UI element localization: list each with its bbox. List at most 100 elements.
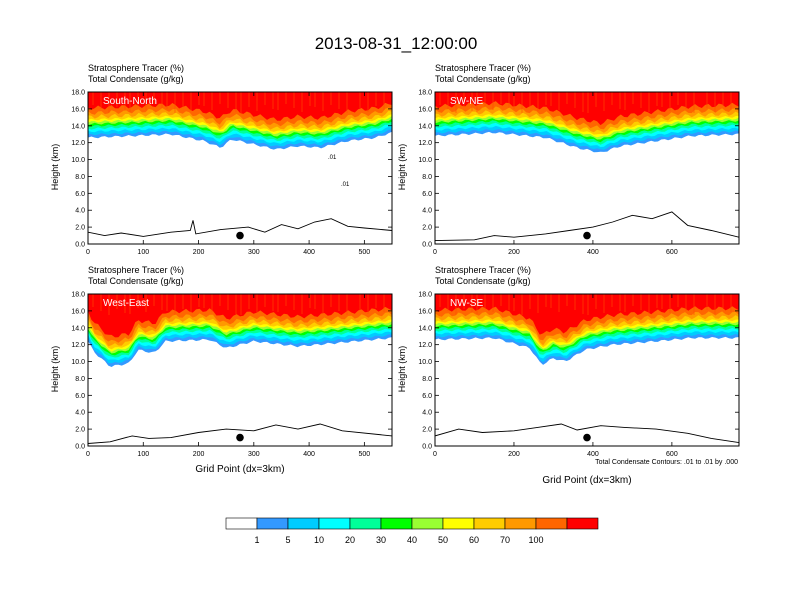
plot-area: 0.0 2.0 4.0 6.0 8.0 10.0 12.0 14.0 16.0 18.0 0 200 4… [418,90,740,256]
panel-header-line1: Stratosphere Tracer (%) [435,63,531,73]
colorbar-cell [442,517,475,530]
y-axis-label: Height (km) [50,346,60,393]
y-tick-label: 12.0 [71,140,85,147]
colorbar: 1 5 10 20 30 40 50 60 70 100 [225,517,599,545]
y-tick-label: 10.0 [418,359,432,366]
panel-nw-se: Stratosphere Tracer (%) Total Condensate… [397,265,740,486]
x-tick-label: 0 [433,451,437,458]
y-tick-label: 6.0 [75,393,85,400]
y-tick-label: 0.0 [422,242,432,249]
terrain-line [88,218,392,237]
x-tick-label: 500 [359,451,371,458]
x-tick-label: 600 [666,451,678,458]
terrain-line [435,211,739,242]
colorbar-label: 10 [314,535,324,545]
y-tick-label: 0.0 [75,242,85,249]
panel-label: South-North [103,96,157,107]
y-tick-label: 14.0 [71,325,85,332]
y-tick-label: 12.0 [71,342,85,349]
y-axis-label: Height (km) [50,144,60,191]
y-axis-label: Height (km) [397,144,407,191]
tracer-field [435,294,739,444]
panel-header-line1: Stratosphere Tracer (%) [88,265,184,275]
y-tick-label: 4.0 [75,208,85,215]
plot-frame [87,91,393,245]
y-tick-label: 10.0 [71,359,85,366]
y-tick-label: 4.0 [422,410,432,417]
colorbar-label: 100 [528,535,543,545]
y-tick-label: 14.0 [418,325,432,332]
colorbar-cell [411,517,444,530]
terrain-line [88,423,392,444]
y-tick-label: 6.0 [75,191,85,198]
location-marker [583,433,591,442]
y-tick-label: 16.0 [418,106,432,113]
colorbar-cell [287,517,320,530]
panel-header-line1: Stratosphere Tracer (%) [435,265,531,275]
tracer-band-11 [435,92,739,126]
y-tick-label: 8.0 [422,376,432,383]
colorbar-label: 50 [438,535,448,545]
plot-area: 0.0 2.0 4.0 6.0 8.0 10.0 12.0 14.0 16.0 18.0 0 100 2… [71,292,393,458]
y-tick-label: 8.0 [75,174,85,181]
plot-frame [87,293,393,447]
colorbar-cell [473,517,506,530]
y-tick-label: 2.0 [75,225,85,232]
colorbar-label: 5 [285,535,290,545]
panel-label: SW-NE [450,96,483,107]
y-tick-label: 2.0 [422,427,432,434]
y-tick-label: 16.0 [71,106,85,113]
contour-note: Total Condensate Contours: .01 to .01 by… [595,459,738,466]
location-marker [583,231,591,240]
plot-frame [434,91,740,245]
y-tick-label: 16.0 [418,308,432,315]
y-tick-label: 16.0 [71,308,85,315]
x-axis-label: Grid Point (dx=3km) [542,475,631,486]
plot-area: 0.0 2.0 4.0 6.0 8.0 10.0 12.0 14.0 16.0 18.0 0 200 4… [418,292,740,458]
colorbar-label: 40 [407,535,417,545]
y-tick-label: 18.0 [418,90,432,97]
tracer-band-11 [435,294,739,335]
y-tick-label: 0.0 [75,444,85,451]
colorbar-cell [256,517,289,530]
y-tick-label: 4.0 [75,410,85,417]
panel-header-line2: Total Condensate (g/kg) [435,276,531,286]
y-tick-label: 0.0 [422,444,432,451]
x-tick-label: 200 [508,451,520,458]
plot-area: 0.0 2.0 4.0 6.0 8.0 10.0 12.0 14.0 16.0 18.0 0 100 2… [71,90,393,256]
y-tick-label: 14.0 [71,123,85,130]
colorbar-label: 20 [345,535,355,545]
location-marker [236,433,244,442]
y-axis-label: Height (km) [397,346,407,393]
colorbar-cell [349,517,382,530]
x-tick-label: 0 [433,249,437,256]
x-tick-label: 500 [359,249,371,256]
y-tick-label: 8.0 [75,376,85,383]
colorbar-label: 30 [376,535,386,545]
tracer-band-11 [88,92,392,121]
y-tick-label: 2.0 [75,427,85,434]
location-marker [236,231,244,240]
panel-south-north: Stratosphere Tracer (%) Total Condensate… [50,63,393,256]
x-tick-label: 200 [508,249,520,256]
contour-label: .01 [341,182,350,188]
x-tick-label: 400 [303,451,315,458]
y-tick-label: 4.0 [422,208,432,215]
panel-header-line2: Total Condensate (g/kg) [88,276,184,286]
x-tick-label: 400 [303,249,315,256]
colorbar-label: 60 [469,535,479,545]
colorbar-cell [566,517,599,530]
panel-label: NW-SE [450,298,483,309]
colorbar-cell [504,517,537,530]
y-tick-label: 18.0 [418,292,432,299]
colorbar-cell [535,517,568,530]
panel-header-line2: Total Condensate (g/kg) [88,74,184,84]
x-tick-label: 300 [248,249,260,256]
tracer-band-11 [88,294,392,338]
plot-frame [434,293,740,447]
y-tick-label: 6.0 [422,393,432,400]
figure-title: 2013-08-31_12:00:00 [315,34,478,53]
panel-header-line1: Stratosphere Tracer (%) [88,63,184,73]
panel-label: West-East [103,298,149,309]
